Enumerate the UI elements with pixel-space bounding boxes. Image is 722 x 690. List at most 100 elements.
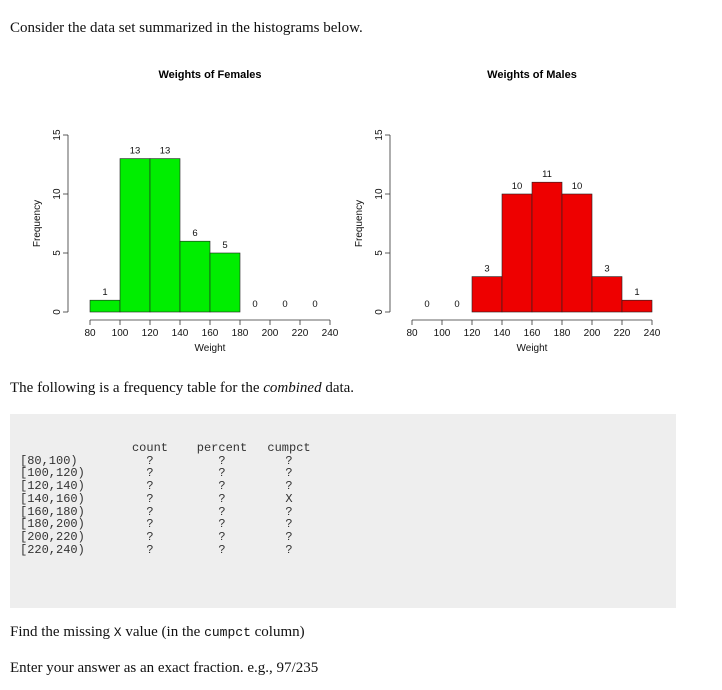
table-row-label: [200,220) (20, 529, 85, 544)
females-x-tick-label: 200 (262, 328, 279, 339)
females-bar (119, 158, 151, 313)
females-x-tick-label: 220 (292, 328, 309, 339)
females-y-tick-label: 5 (52, 250, 63, 256)
intro-text: Consider the data set summarized in the … (10, 20, 363, 36)
males-x-tick-label: 220 (614, 328, 631, 339)
table-cell-count: ? (146, 491, 154, 506)
table-cell-cumpct: ? (285, 504, 293, 519)
females-bar (209, 252, 241, 313)
females-y-tick-label: 10 (52, 188, 63, 200)
table-cell-cumpct: ? (285, 529, 293, 544)
table-header-cumpct: cumpct (267, 441, 311, 455)
table-cell-cumpct: ? (285, 542, 293, 557)
males-bar (621, 299, 653, 313)
table-header-spacer (20, 442, 115, 455)
females-x-tick-label: 180 (232, 328, 249, 339)
question-text: Find the missing X value (in the cumpct … (10, 624, 305, 641)
males-histogram-svg: Weights of Males 0 0 3 10 11 10 3 180 100 120 140 16… (354, 69, 661, 354)
females-bar (179, 240, 211, 313)
males-y-axis: 0 5 10 15 (374, 129, 391, 315)
males-y-tick-label: 15 (374, 129, 385, 141)
females-bar-label: 0 (312, 299, 317, 310)
table-row-label: [100,120) (20, 466, 85, 481)
males-bar (591, 276, 623, 313)
females-bar-label: 5 (222, 240, 227, 251)
table-row: [80,100)??? (20, 453, 319, 468)
females-x-tick-label: 160 (202, 328, 219, 339)
males-x-tick-label: 160 (524, 328, 541, 339)
males-bar-label: 11 (542, 169, 552, 180)
table-cell-percent: ? (218, 542, 226, 557)
males-y-tick-label: 10 (374, 188, 385, 200)
table-cell-percent: ? (218, 466, 226, 481)
question-before: Find the missing (10, 624, 114, 640)
table-cell-cumpct: ? (285, 453, 293, 468)
table-intro-after: data. (321, 380, 355, 396)
females-x-tick-label: 140 (172, 328, 189, 339)
table-row: [120,140)??? (20, 480, 319, 493)
females-x-tick-label: 80 (84, 328, 96, 339)
females-y-tick-label: 15 (52, 129, 63, 141)
question-variable: X (113, 625, 122, 640)
females-y-axis-label: Frequency (32, 200, 43, 247)
table-header-percent: percent (196, 441, 248, 455)
table-row: [180,200)??? (20, 518, 319, 531)
males-bar (531, 181, 563, 313)
table-cell-count: ? (146, 453, 154, 468)
females-bar-label: 13 (160, 146, 171, 157)
table-cell-count: ? (146, 504, 154, 519)
males-x-tick-label: 140 (494, 328, 511, 339)
table-cell-percent: ? (218, 517, 226, 532)
females-x-tick-label: 240 (322, 328, 339, 339)
table-cell-cumpct: X (285, 491, 293, 506)
males-x-tick-label: 180 (554, 328, 571, 339)
frequency-table-box: count percent cumpct [80,100)??? [100,120)??… (10, 414, 676, 608)
males-bar-label: 3 (604, 264, 609, 275)
males-y-tick-label: 5 (374, 250, 385, 256)
males-x-tick-label: 100 (434, 328, 451, 339)
table-row-label: [120,140) (20, 479, 85, 494)
males-x-axis-label: Weight (517, 343, 548, 354)
males-chart-title: Weights of Males (487, 69, 577, 81)
males-bar (471, 276, 503, 313)
table-row: [100,120)??? (20, 467, 319, 480)
table-cell-cumpct: ? (285, 517, 293, 532)
females-x-axis-label: Weight (195, 343, 226, 354)
females-y-tick-label: 0 (52, 309, 63, 315)
females-bar-label: 0 (252, 299, 257, 310)
females-bar-label: 6 (192, 228, 197, 239)
table-row: [160,180)??? (20, 504, 319, 519)
males-bar (501, 193, 533, 313)
table-cell-cumpct: ? (285, 466, 293, 481)
males-x-tick-label: 200 (584, 328, 601, 339)
females-bar (149, 158, 181, 313)
males-x-tick-label: 80 (406, 328, 418, 339)
males-bar-label: 0 (454, 299, 459, 310)
table-row-label: [80,100) (20, 453, 78, 468)
table-cell-count: ? (146, 517, 154, 532)
table-row: [220,240)??? (20, 542, 319, 557)
males-bar-label: 3 (484, 264, 489, 275)
table-intro-before: The following is a frequency table for t… (10, 380, 264, 396)
table-cell-percent: ? (218, 479, 226, 494)
question-middle: value (in the (121, 624, 205, 640)
males-x-tick-label: 120 (464, 328, 481, 339)
males-y-tick-label: 0 (374, 309, 385, 315)
table-row-label: [160,180) (20, 504, 85, 519)
table-row-label: [220,240) (20, 542, 85, 557)
males-x-tick-label: 240 (644, 328, 661, 339)
table-cell-percent: ? (218, 529, 226, 544)
question-after: column) (250, 624, 305, 640)
females-x-axis: 80 100 120 140 160 180 200 220 240 (84, 319, 339, 339)
males-bar-label: 10 (512, 181, 523, 192)
females-bar (89, 299, 121, 313)
table-row: [200,220)??? (20, 531, 319, 544)
table-header-row: count percent cumpct (20, 442, 319, 455)
table-intro-emphasis: combined (263, 380, 322, 396)
females-histogram: Weights of Females 1 13 13 6 5 0 0 0 80 100 120 140 1… (28, 58, 373, 358)
females-bar-label: 1 (102, 287, 107, 298)
females-x-tick-label: 100 (112, 328, 129, 339)
table-intro-text: The following is a frequency table for t… (10, 380, 354, 397)
table-row: [140,160)?? X (20, 493, 319, 506)
